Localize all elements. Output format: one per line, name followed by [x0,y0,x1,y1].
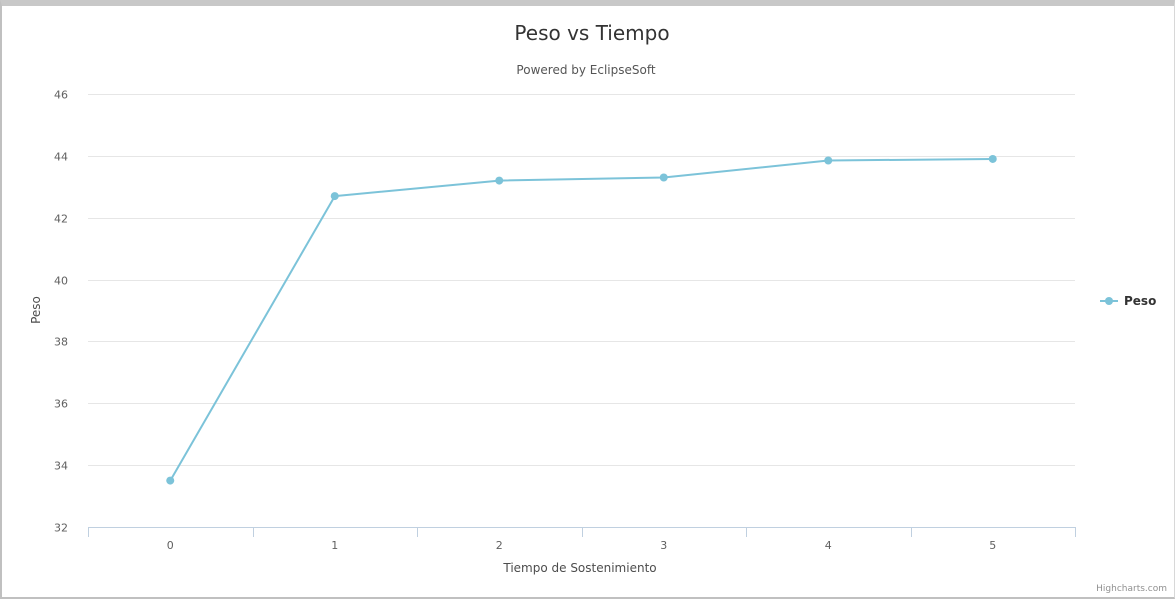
data-point[interactable] [659,173,668,182]
y-tick-label: 32 [54,522,68,535]
chart-subtitle: Powered by EclipseSoft [516,63,655,77]
chart-title: Peso vs Tiempo [514,21,669,45]
legend-label: Peso [1124,294,1156,308]
x-tick-label: 4 [825,539,832,552]
series-layer [166,154,997,485]
x-tick-label: 5 [989,539,996,552]
data-point[interactable] [166,476,175,485]
y-tick-label: 42 [54,213,68,226]
gridlines [88,94,1075,466]
data-point[interactable] [330,192,339,201]
credits-link[interactable]: Highcharts.com [1096,584,1167,594]
x-axis: 0 1 2 3 4 5 [88,527,1076,552]
y-tick-label: 46 [54,89,68,102]
y-axis-ticks: 32 34 36 38 40 42 44 46 [54,89,68,535]
y-axis-label: Peso [29,296,43,324]
y-tick-label: 38 [54,336,68,349]
data-point[interactable] [495,176,504,185]
legend-marker-icon [1105,297,1113,305]
series-line-peso [169,158,993,482]
y-tick-label: 34 [54,460,68,473]
x-tick-label: 1 [331,539,338,552]
legend-item-peso[interactable]: Peso [1100,294,1156,308]
x-tick-label: 0 [167,539,174,552]
y-tick-label: 40 [54,275,68,288]
data-point[interactable] [824,156,833,165]
x-tick-label: 2 [496,539,503,552]
y-tick-label: 44 [54,151,68,164]
x-axis-label: Tiempo de Sostenimiento [502,561,656,575]
y-tick-label: 36 [54,398,68,411]
x-tick-label: 3 [660,539,667,552]
data-point[interactable] [988,154,997,163]
